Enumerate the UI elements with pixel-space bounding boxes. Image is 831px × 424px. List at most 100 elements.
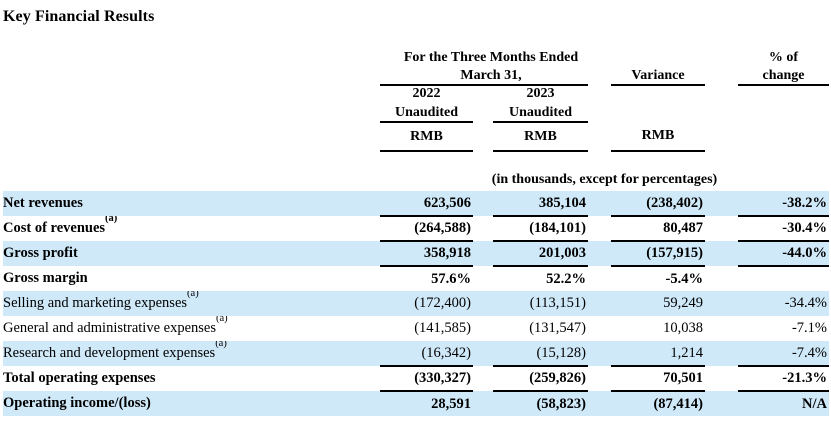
cell-gap	[705, 366, 738, 391]
table-row: Total operating expenses (330,327) (259,…	[3, 366, 829, 392]
cell-gap	[473, 391, 493, 416]
cell-variance: (157,915)	[611, 241, 705, 267]
cell-variance: (87,414)	[653, 395, 703, 412]
row-label: Research and development expenses(a)	[3, 341, 380, 366]
header-spacer	[3, 151, 380, 191]
cell-gap	[588, 316, 611, 341]
year-2023-header: 2023	[526, 86, 555, 101]
cell-gap	[705, 191, 738, 216]
cell-gap	[473, 241, 493, 266]
cell-gap	[588, 241, 611, 266]
header-gap	[611, 85, 705, 102]
header-gap	[738, 102, 829, 122]
rmb-2022-header: RMB	[380, 122, 473, 152]
unaudited-2022-header: Unaudited	[380, 102, 473, 123]
header-gap	[588, 66, 611, 85]
row-label: Gross profit	[3, 241, 380, 266]
cell-pct-change: -21.3%	[738, 366, 829, 392]
header-gap	[705, 85, 738, 102]
header-gap	[473, 102, 493, 122]
cell-gap	[473, 316, 493, 341]
cell-2023: 385,104	[493, 191, 588, 217]
table-row: Gross profit 358,918 201,003 (157,915) -…	[3, 241, 829, 267]
cell-gap	[705, 391, 738, 416]
cell-gap	[473, 191, 493, 216]
header-gap	[705, 49, 738, 66]
cell-2023: (259,826)	[493, 366, 588, 392]
header-gap	[588, 122, 611, 151]
table-body: Net revenues 623,506 385,104 (238,402) -…	[3, 191, 829, 416]
header-spacer	[3, 66, 380, 85]
row-label-text: Selling and marketing expenses	[3, 295, 188, 311]
row-label-text: Total operating expenses	[3, 370, 156, 386]
cell-pct-change	[738, 266, 829, 291]
header-gap	[588, 102, 611, 122]
table-row: Net revenues 623,506 385,104 (238,402) -…	[3, 191, 829, 217]
cell-gap	[473, 291, 493, 316]
row-label-text: Operating income/(loss)	[3, 395, 151, 411]
row-label-text: Gross margin	[3, 270, 88, 286]
cell-pct-change: -7.4%	[738, 341, 829, 367]
cell-pct-change: -30.4%	[738, 216, 829, 242]
variance-header: Variance	[611, 66, 705, 86]
header-gap	[473, 122, 493, 151]
pct-change-header-line2: change	[738, 66, 829, 86]
cell-2022: (330,327)	[380, 366, 473, 392]
header-gap	[588, 49, 611, 66]
cell-2023: (58,823)	[536, 395, 586, 412]
cell-variance: 80,487	[611, 216, 705, 242]
header-gap	[705, 102, 738, 122]
cell-gap	[473, 266, 493, 291]
cell-2023: (184,101)	[493, 216, 588, 242]
row-label-text: Gross profit	[3, 245, 78, 261]
cell-pct-change: -7.1%	[791, 320, 827, 336]
cell-2022: (141,585)	[414, 320, 471, 336]
cell-gap	[588, 366, 611, 391]
table-row: Selling and marketing expenses(a) (172,4…	[3, 291, 829, 316]
cell-2022: (16,342)	[380, 341, 473, 367]
header-gap	[611, 49, 705, 66]
cell-pct-change: -38.2%	[738, 191, 829, 217]
period-header-line2: March 31,	[380, 66, 588, 86]
pct-change-header-line1: % of	[768, 50, 799, 65]
cell-2022: 28,591	[431, 395, 471, 412]
row-label: Gross margin	[3, 266, 380, 291]
cell-variance: 1,214	[611, 341, 705, 367]
header-gap	[738, 85, 829, 102]
cell-pct-change: N/A	[802, 395, 827, 412]
cell-gap	[473, 366, 493, 391]
rmb-variance-header: RMB	[611, 122, 705, 152]
row-label: Net revenues	[3, 191, 380, 216]
row-label: Total operating expenses	[3, 366, 380, 391]
row-label-superscript: (a)	[215, 341, 227, 350]
header-gap	[473, 85, 493, 102]
units-note: (in thousands, except for percentages)	[491, 172, 718, 187]
header-spacer	[3, 102, 380, 122]
cell-variance: 59,249	[663, 295, 703, 311]
cell-2022: 623,506	[380, 191, 473, 217]
header-gap	[738, 122, 829, 151]
cell-gap	[588, 391, 611, 416]
header-gap	[705, 122, 738, 151]
cell-gap	[588, 291, 611, 316]
cell-gap	[588, 216, 611, 241]
cell-gap	[705, 341, 738, 366]
cell-variance: (238,402)	[611, 191, 705, 217]
row-label: Cost of revenues(a)	[3, 216, 380, 241]
row-label-text: Cost of revenues	[3, 220, 106, 236]
financial-table: For the Three Months Ended % of March 31…	[3, 49, 829, 416]
row-label: Selling and marketing expenses(a)	[3, 291, 380, 316]
table-header: For the Three Months Ended % of March 31…	[3, 49, 829, 191]
row-label-text: Net revenues	[3, 195, 83, 211]
row-label-text: General and administrative expenses	[3, 320, 216, 336]
cell-gap	[705, 316, 738, 341]
row-label-text: Research and development expenses	[3, 345, 216, 361]
cell-2022: 358,918	[380, 241, 473, 267]
cell-gap	[705, 216, 738, 241]
cell-2022: (264,588)	[380, 216, 473, 242]
cell-gap	[473, 341, 493, 366]
cell-2022: 57.6%	[431, 270, 471, 287]
cell-variance: 10,038	[663, 320, 703, 336]
header-spacer	[3, 85, 380, 102]
cell-2023: 201,003	[493, 241, 588, 267]
